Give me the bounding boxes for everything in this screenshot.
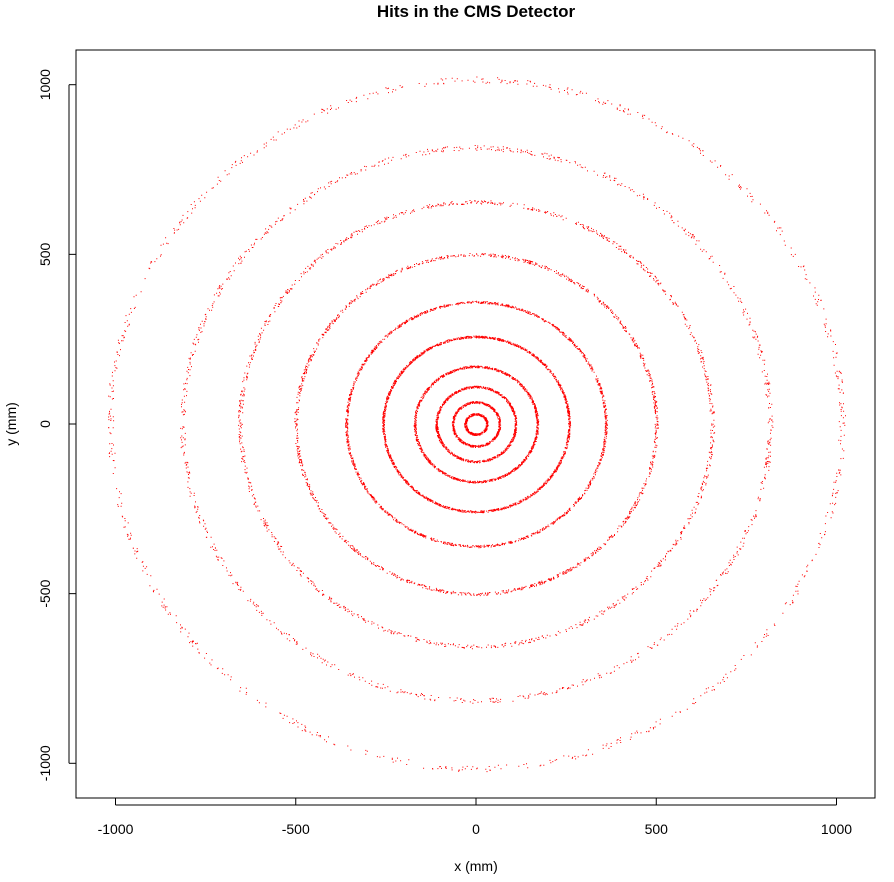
plot-frame [75, 49, 876, 799]
y-tick-label: 0 [37, 420, 53, 428]
hit-point-cloud [108, 76, 847, 773]
chart-title: Hits in the CMS Detector [377, 2, 576, 21]
x-tick-label: 0 [472, 821, 480, 837]
y-tick-label: 500 [37, 242, 53, 266]
x-tick-label: -500 [282, 821, 310, 837]
y-axis-title: y (mm) [3, 402, 19, 446]
x-axis: -1000 -500 0 500 1000 [98, 798, 852, 837]
x-tick-label: -1000 [98, 821, 134, 837]
x-axis-title: x (mm) [454, 858, 498, 874]
y-tick-label: -500 [37, 579, 53, 607]
y-tick-label: -1000 [37, 745, 53, 781]
hit-points [108, 76, 847, 773]
y-axis: -1000 -500 0 500 1000 [37, 69, 76, 781]
x-tick-label: 1000 [821, 821, 852, 837]
x-tick-label: 500 [645, 821, 669, 837]
y-tick-label: 1000 [37, 69, 53, 100]
